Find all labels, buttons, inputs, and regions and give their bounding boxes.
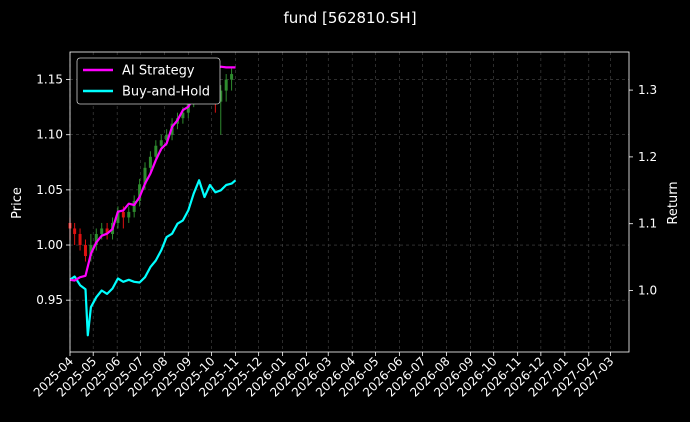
candle-body — [73, 228, 77, 234]
candle-body — [224, 79, 228, 91]
candle-body — [100, 228, 104, 234]
candle-body — [148, 156, 152, 168]
candle-body — [105, 228, 109, 234]
legend-label-ai-strategy: AI Strategy — [122, 64, 195, 79]
y-tick-label: 0.95 — [36, 293, 63, 307]
candle-body — [94, 233, 98, 246]
candle-body — [230, 74, 234, 80]
candle-body — [132, 200, 136, 212]
buy-and-hold-line — [69, 179, 237, 337]
candle-body — [159, 140, 163, 146]
candle-body — [89, 245, 93, 257]
candle-body — [121, 211, 125, 218]
candle-body — [181, 112, 185, 119]
y2-axis-label: Return — [666, 181, 681, 224]
legend-label-buy-and-hold: Buy-and-Hold — [122, 85, 210, 100]
y2-tick-label: 1.2 — [638, 150, 657, 164]
y-tick-label: 1.15 — [36, 73, 63, 87]
y2-tick-label: 1.0 — [638, 284, 657, 298]
candle-body — [78, 233, 82, 246]
candle-body — [219, 90, 223, 102]
candle-body — [83, 245, 87, 257]
y2-tick-label: 1.1 — [638, 217, 657, 231]
y2-tick-label: 1.3 — [638, 83, 657, 97]
candle-body — [143, 167, 147, 185]
y-tick-label: 1.10 — [36, 128, 63, 142]
y-tick-label: 1.05 — [36, 183, 63, 197]
candle-body — [154, 145, 158, 157]
candle-body — [127, 211, 131, 218]
plot-frame — [69, 51, 630, 353]
y-axis-label: Price — [10, 187, 25, 219]
chart-title: fund [562810.SH] — [283, 9, 416, 27]
candle-body — [138, 184, 142, 201]
y-tick-label: 1.00 — [36, 238, 63, 252]
candle-body — [165, 134, 169, 141]
legend: AI Strategy Buy-and-Hold — [76, 57, 221, 105]
candle-body — [116, 211, 120, 223]
